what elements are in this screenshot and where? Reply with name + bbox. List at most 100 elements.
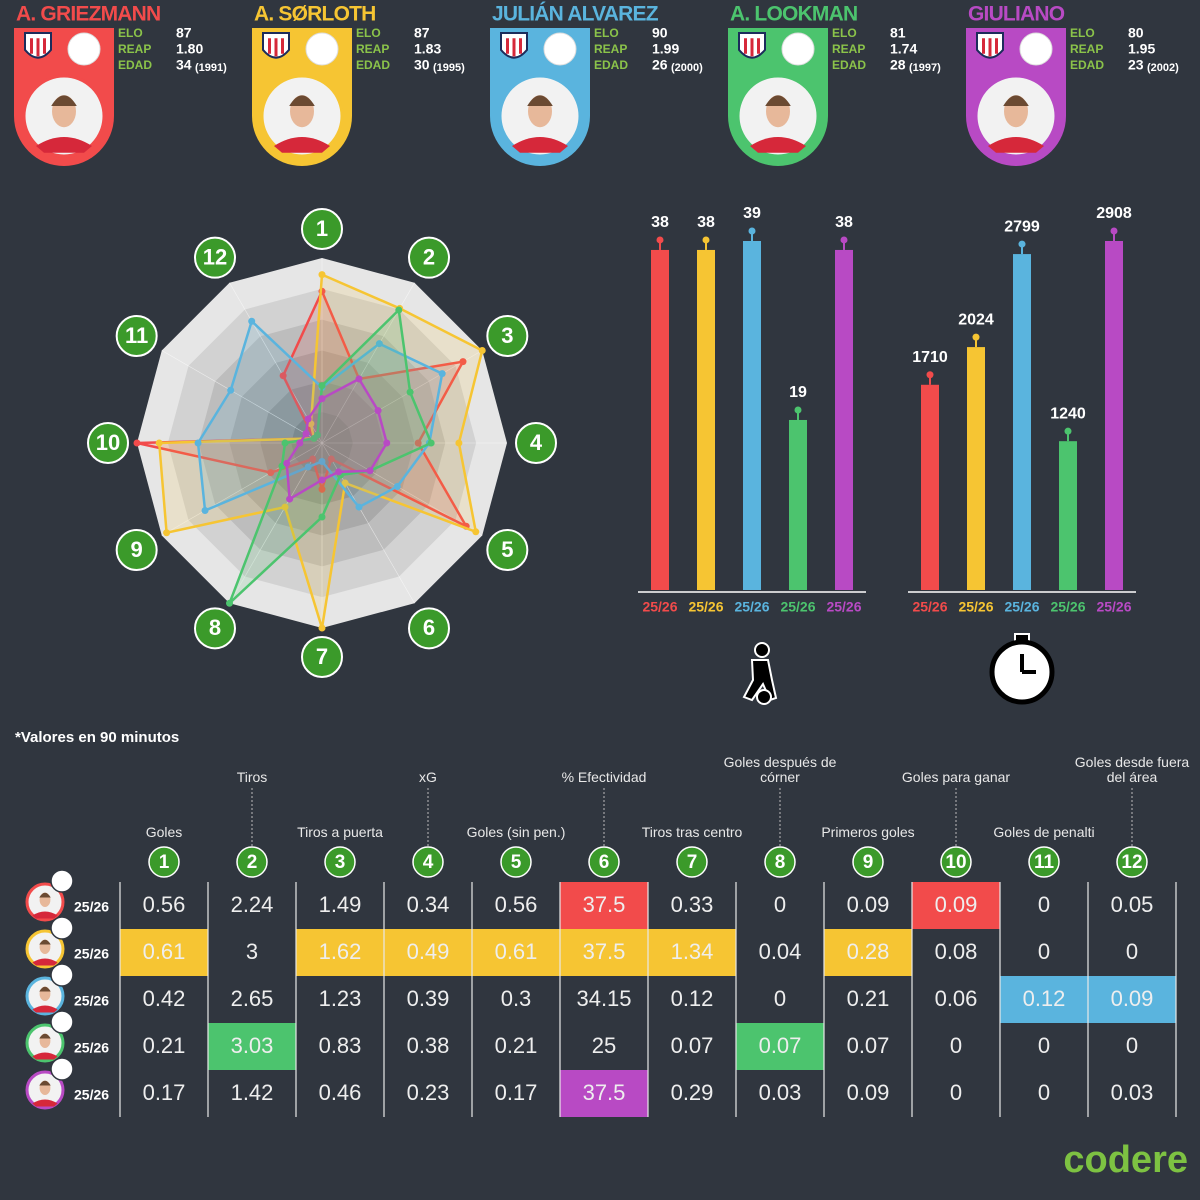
note: *Valores en 90 minutos <box>15 729 179 746</box>
column-header: Goles de penalti <box>993 824 1095 840</box>
hair <box>51 95 77 106</box>
radar-point <box>366 467 374 475</box>
column-number: 9 <box>863 852 874 873</box>
cell-value: 0 <box>1038 892 1050 917</box>
stat-value: 80 <box>1128 25 1144 41</box>
radar-point <box>318 624 326 632</box>
cell-value: 3.03 <box>231 1033 274 1058</box>
axis-label: 11 <box>125 323 148 348</box>
crest-stripes <box>982 38 998 57</box>
stat-label: REAP <box>1070 42 1103 56</box>
radar-point <box>383 439 391 447</box>
cell-value: 0 <box>950 1080 962 1105</box>
bar <box>743 241 761 590</box>
cell-value: 0 <box>1038 939 1050 964</box>
birth-year: (1995) <box>433 62 465 74</box>
bar-cap-dot <box>656 236 664 244</box>
radar-point <box>327 455 335 463</box>
cell-value: 37.5 <box>583 1080 626 1105</box>
cell-value: 0 <box>950 1033 962 1058</box>
category-label: 25/26 <box>912 599 947 615</box>
cell-value: 0.83 <box>319 1033 362 1058</box>
birth-year: (1991) <box>195 62 227 74</box>
radar-point <box>309 455 317 463</box>
flag <box>1019 32 1053 66</box>
cell-value: 0 <box>1126 1033 1138 1058</box>
column-header: Goles para ganar <box>901 769 1011 785</box>
crest-stripes <box>744 38 760 57</box>
player-name: GIULIANO <box>968 3 1065 26</box>
cell-value: 37.5 <box>583 892 626 917</box>
row-crest <box>50 963 74 987</box>
axis-badge <box>115 315 158 357</box>
bar <box>651 249 669 590</box>
highlight-cell <box>1000 976 1088 1023</box>
radar-point <box>478 347 486 354</box>
value-label: 2799 <box>1004 218 1040 235</box>
bar <box>967 347 985 590</box>
shirt <box>32 911 58 919</box>
radar-point <box>155 439 163 447</box>
cell-value: 25 <box>592 1033 616 1058</box>
stopwatch-icon <box>989 633 1055 705</box>
axis-badge <box>301 208 343 250</box>
bar-cap-dot <box>840 236 848 244</box>
axis-badge <box>486 529 529 571</box>
hair <box>527 95 553 106</box>
row-crest <box>50 1010 74 1034</box>
radar-point <box>374 407 382 415</box>
value-label: 2024 <box>958 311 994 328</box>
hair <box>289 95 315 106</box>
bar-cap-dot <box>702 236 710 244</box>
highlight-cell <box>912 882 1000 929</box>
shirt <box>36 137 92 153</box>
radar-point <box>279 372 287 380</box>
radar-point <box>427 439 435 447</box>
highlight-cell <box>120 929 208 976</box>
stat-value: 81 <box>890 25 906 41</box>
cell-value: 0 <box>1126 939 1138 964</box>
flag <box>781 32 815 66</box>
bar-cap-dot <box>926 371 934 379</box>
season: 25/26 <box>74 899 109 915</box>
cell-value: 0.09 <box>847 1080 890 1105</box>
stat-label: ELO <box>832 26 857 40</box>
cell-value: 0.07 <box>759 1033 802 1058</box>
stat-label: REAP <box>594 42 627 56</box>
stat-label: REAP <box>832 42 865 56</box>
cell-value: 0.03 <box>759 1080 802 1105</box>
radar-point <box>267 469 275 477</box>
cell-value: 0.21 <box>847 986 890 1011</box>
bar-cap-dot <box>1018 240 1026 248</box>
column-number: 4 <box>423 852 434 873</box>
cell-value: 37.5 <box>583 939 626 964</box>
highlight-cell <box>1088 976 1176 1023</box>
category-label: 25/26 <box>642 599 677 615</box>
value-label: 2908 <box>1096 205 1132 222</box>
category-label: 25/26 <box>1096 599 1131 615</box>
flag <box>67 32 101 66</box>
radar-point <box>318 382 326 390</box>
stat-label: REAP <box>118 42 151 56</box>
highlight-cell <box>208 1023 296 1070</box>
stat-label: EDAD <box>832 58 866 72</box>
cell-value: 0.34 <box>407 892 450 917</box>
radar-point <box>226 599 233 607</box>
column-header: Goles desde fuera del área <box>1074 754 1190 785</box>
cell-value: 0.03 <box>1111 1080 1154 1105</box>
shirt <box>750 137 806 153</box>
cell-value: 0.12 <box>1023 986 1066 1011</box>
radar-point <box>341 479 349 487</box>
axis-badge <box>515 422 557 464</box>
radar-point <box>318 485 326 493</box>
radar-point <box>318 458 326 465</box>
bar <box>697 249 715 590</box>
player-name: A. LOOKMAN <box>730 3 857 26</box>
highlight-cell <box>648 929 736 976</box>
column-badge <box>148 846 180 878</box>
player-name: JULIÁN ALVAREZ <box>492 3 659 26</box>
radar-point <box>133 439 141 447</box>
axis-label: 6 <box>423 615 435 640</box>
cell-value: 0.23 <box>407 1080 450 1105</box>
radar-point <box>438 370 446 378</box>
